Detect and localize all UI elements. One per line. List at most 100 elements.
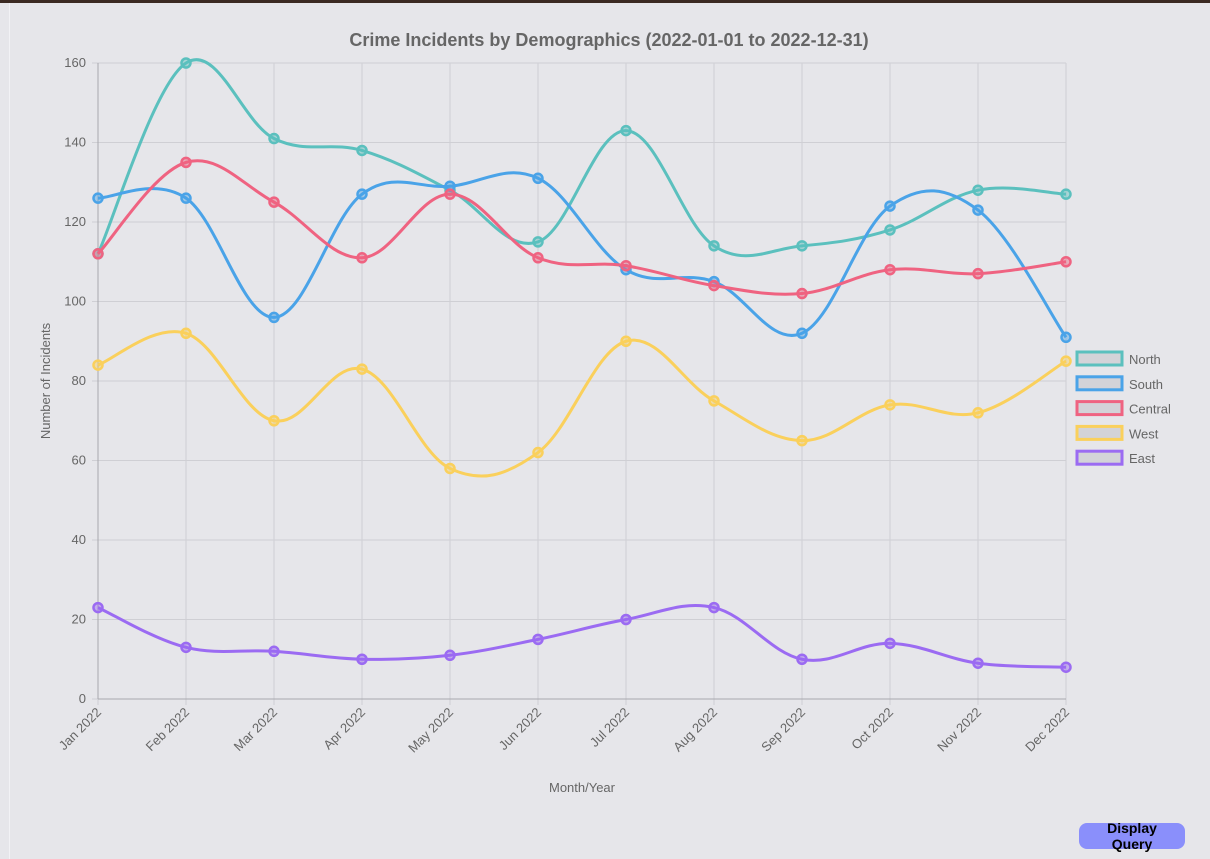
data-point-west[interactable]	[180, 327, 192, 340]
data-point-north[interactable]	[268, 132, 280, 145]
x-axis-title: Month/Year	[549, 780, 616, 795]
x-tick-label: Nov 2022	[934, 705, 984, 755]
data-point-east[interactable]	[180, 641, 192, 654]
legend-item-north[interactable]: North	[1075, 350, 1161, 367]
data-point-east[interactable]	[884, 637, 896, 650]
series-south	[92, 171, 1072, 344]
data-point-south[interactable]	[532, 172, 544, 185]
x-tick-label: Apr 2022	[320, 705, 368, 753]
y-axis-ticks: 0 20 40 60 80 100 120 140 160	[64, 55, 86, 706]
data-point-east[interactable]	[268, 645, 280, 658]
data-point-north[interactable]	[532, 236, 544, 248]
data-point-west[interactable]	[92, 359, 104, 371]
data-point-central[interactable]	[180, 156, 192, 169]
series-east	[92, 601, 1072, 673]
data-point-central[interactable]	[796, 287, 808, 300]
data-point-south[interactable]	[180, 192, 192, 204]
data-point-east[interactable]	[708, 601, 720, 614]
data-point-central[interactable]	[268, 196, 280, 208]
data-point-west[interactable]	[532, 446, 544, 459]
data-point-north[interactable]	[972, 184, 984, 196]
data-point-north[interactable]	[1060, 188, 1072, 200]
data-point-central[interactable]	[884, 263, 896, 276]
legend-swatch	[1075, 449, 1124, 466]
y-tick-label: 0	[79, 691, 86, 706]
series-west	[92, 327, 1072, 478]
legend-item-west[interactable]: West	[1075, 424, 1159, 441]
legend-item-east[interactable]: East	[1075, 449, 1155, 466]
series-north	[92, 57, 1072, 260]
data-point-east[interactable]	[972, 657, 984, 669]
data-point-central[interactable]	[92, 248, 104, 260]
x-tick-label: Jun 2022	[496, 705, 544, 753]
series-line-west	[97, 330, 1067, 478]
legend-label: Central	[1129, 402, 1171, 417]
data-point-west[interactable]	[444, 462, 456, 475]
x-tick-label: Jan 2022	[56, 705, 104, 753]
data-point-east[interactable]	[92, 601, 104, 614]
data-point-north[interactable]	[620, 124, 632, 137]
data-point-north[interactable]	[708, 240, 720, 252]
y-tick-label: 40	[72, 532, 86, 547]
data-point-east[interactable]	[1060, 661, 1072, 673]
data-point-east[interactable]	[620, 613, 632, 626]
legend-label: South	[1129, 377, 1163, 392]
x-tick-label: Sep 2022	[758, 705, 808, 755]
data-point-central[interactable]	[620, 259, 632, 272]
data-point-south[interactable]	[92, 192, 104, 204]
data-point-south[interactable]	[796, 327, 808, 340]
display-query-button[interactable]: Display Query	[1079, 820, 1185, 852]
series-central	[92, 156, 1072, 300]
y-tick-label: 140	[64, 135, 86, 150]
legend-swatch	[1075, 424, 1124, 441]
top-border	[0, 0, 1210, 3]
data-point-central[interactable]	[1060, 256, 1072, 268]
data-point-west[interactable]	[268, 415, 280, 427]
data-point-north[interactable]	[796, 240, 808, 252]
data-point-south[interactable]	[356, 188, 368, 200]
series-line-east	[97, 604, 1067, 669]
data-point-west[interactable]	[796, 434, 808, 447]
data-point-west[interactable]	[356, 363, 368, 375]
data-point-south[interactable]	[884, 200, 896, 212]
data-point-south[interactable]	[972, 204, 984, 216]
legend-item-central[interactable]: Central	[1075, 400, 1171, 417]
data-point-central[interactable]	[532, 252, 544, 264]
data-point-west[interactable]	[708, 395, 720, 407]
data-point-west[interactable]	[620, 335, 632, 347]
legend: North South Central West East	[1075, 350, 1171, 466]
data-point-north[interactable]	[180, 57, 192, 69]
legend-label: North	[1129, 352, 1161, 367]
data-point-north[interactable]	[884, 224, 896, 236]
data-point-west[interactable]	[884, 399, 896, 411]
grid	[92, 62, 1067, 705]
x-tick-label: Jul 2022	[587, 705, 632, 750]
chart-title: Crime Incidents by Demographics (2022-01…	[349, 30, 868, 50]
legend-label: East	[1129, 451, 1155, 466]
data-point-east[interactable]	[444, 649, 456, 662]
data-point-east[interactable]	[796, 653, 808, 665]
series-lines	[92, 57, 1072, 673]
data-point-central[interactable]	[972, 267, 984, 280]
y-tick-label: 160	[64, 55, 86, 70]
data-point-central[interactable]	[708, 279, 720, 292]
data-point-west[interactable]	[1060, 355, 1072, 367]
data-point-east[interactable]	[356, 653, 368, 665]
data-point-south[interactable]	[268, 311, 280, 324]
legend-item-south[interactable]: South	[1075, 375, 1163, 392]
data-point-central[interactable]	[444, 188, 456, 200]
x-tick-label: Aug 2022	[670, 705, 720, 755]
data-point-west[interactable]	[972, 407, 984, 419]
data-point-east[interactable]	[532, 633, 544, 646]
legend-label: West	[1129, 426, 1159, 441]
x-tick-label: Feb 2022	[143, 705, 192, 754]
legend-swatch	[1075, 400, 1124, 417]
data-point-central[interactable]	[356, 252, 368, 264]
y-tick-label: 80	[72, 373, 86, 388]
data-point-north[interactable]	[356, 144, 368, 157]
y-tick-label: 100	[64, 294, 86, 309]
x-tick-label: Oct 2022	[848, 705, 896, 753]
data-point-south[interactable]	[1060, 331, 1072, 344]
x-tick-label: Dec 2022	[1022, 705, 1072, 755]
